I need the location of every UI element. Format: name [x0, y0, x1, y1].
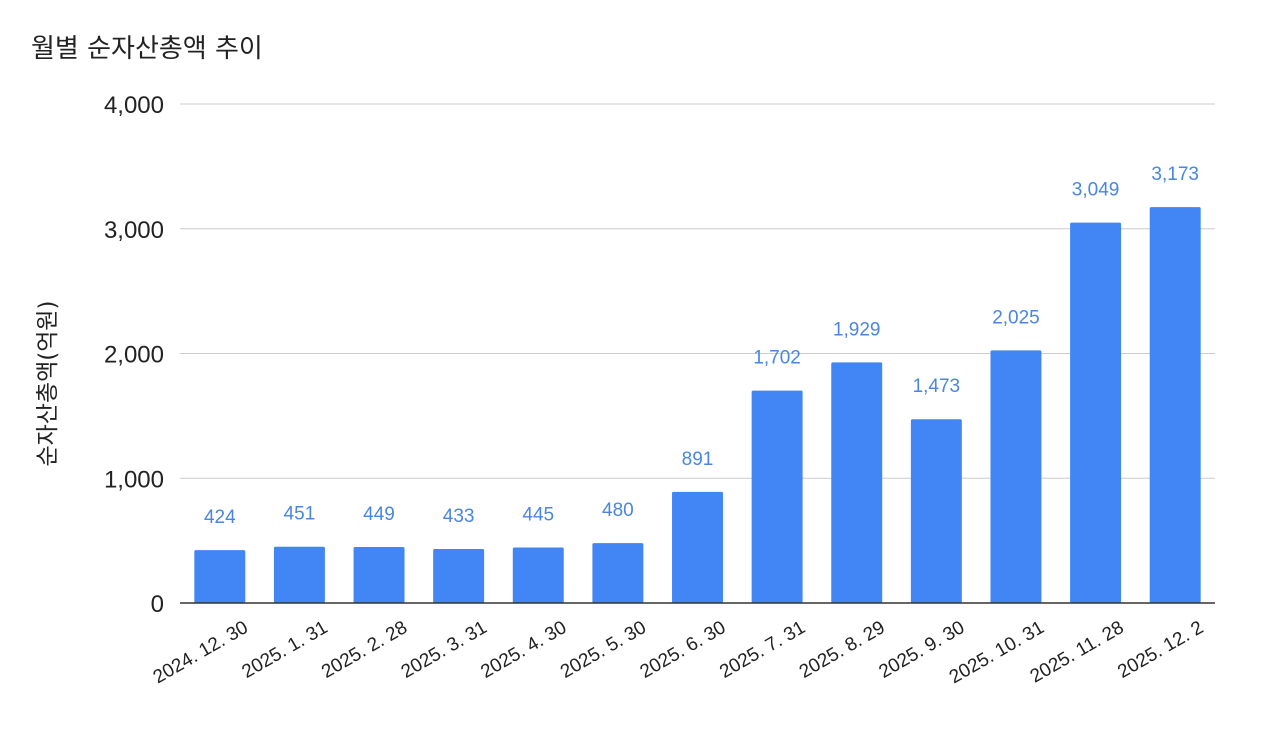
- bar: [353, 546, 405, 603]
- y-axis-ticks: 0 1,000 2,000 3,000 4,000: [104, 92, 164, 618]
- y-tick-label: 0: [151, 591, 164, 618]
- bar: [194, 550, 246, 603]
- data-label: 1,473: [913, 376, 961, 397]
- data-labels: 424 451 449 433 445 480 891 1,702 1,929 1,473 2,02…: [204, 164, 1199, 528]
- y-tick-label: 2,000: [104, 342, 164, 369]
- data-label: 1,929: [833, 319, 881, 340]
- data-label: 891: [682, 449, 714, 470]
- x-category-label: 2025. 7. 31: [716, 617, 809, 683]
- x-category-label: 2025. 6. 30: [637, 617, 730, 683]
- bar: [1149, 207, 1201, 603]
- x-category-label: 2025. 3. 31: [398, 617, 491, 683]
- bar: [910, 419, 962, 603]
- data-label: 424: [204, 507, 236, 528]
- bar: [433, 548, 485, 603]
- bar: [512, 547, 564, 603]
- x-category-label: 2025. 5. 30: [557, 617, 650, 683]
- bars: [194, 207, 1201, 603]
- x-category-label: 2025. 4. 30: [477, 617, 570, 683]
- bar: [751, 390, 803, 603]
- bar: [990, 350, 1042, 603]
- chart-title: 월별 순자산총액 추이: [31, 34, 263, 64]
- x-category-label: 2025. 12. 2: [1114, 617, 1207, 683]
- y-tick-label: 1,000: [104, 466, 164, 493]
- data-label: 3,049: [1072, 180, 1120, 201]
- data-label: 3,173: [1151, 164, 1199, 185]
- x-category-label: 2025. 8. 29: [796, 617, 889, 683]
- data-label: 1,702: [753, 348, 801, 369]
- gridlines: [180, 103, 1215, 479]
- y-axis-title: 순자산총액(억원): [35, 300, 61, 466]
- data-label: 480: [602, 500, 634, 521]
- x-category-label: 2025. 2. 28: [318, 617, 411, 683]
- data-label: 445: [522, 504, 554, 525]
- bar: [672, 491, 723, 603]
- bar: [1070, 222, 1122, 603]
- bar: [831, 362, 883, 603]
- data-label: 433: [443, 506, 475, 527]
- data-label: 451: [284, 504, 316, 525]
- data-label: 2,025: [992, 307, 1040, 328]
- x-category-label: 2025. 1. 31: [239, 617, 332, 683]
- data-label: 449: [363, 504, 395, 525]
- x-category-label: 2024. 12. 30: [150, 617, 252, 688]
- bar: [592, 543, 644, 603]
- y-tick-label: 3,000: [104, 217, 164, 244]
- y-tick-label: 4,000: [104, 92, 164, 119]
- bar: [273, 546, 325, 603]
